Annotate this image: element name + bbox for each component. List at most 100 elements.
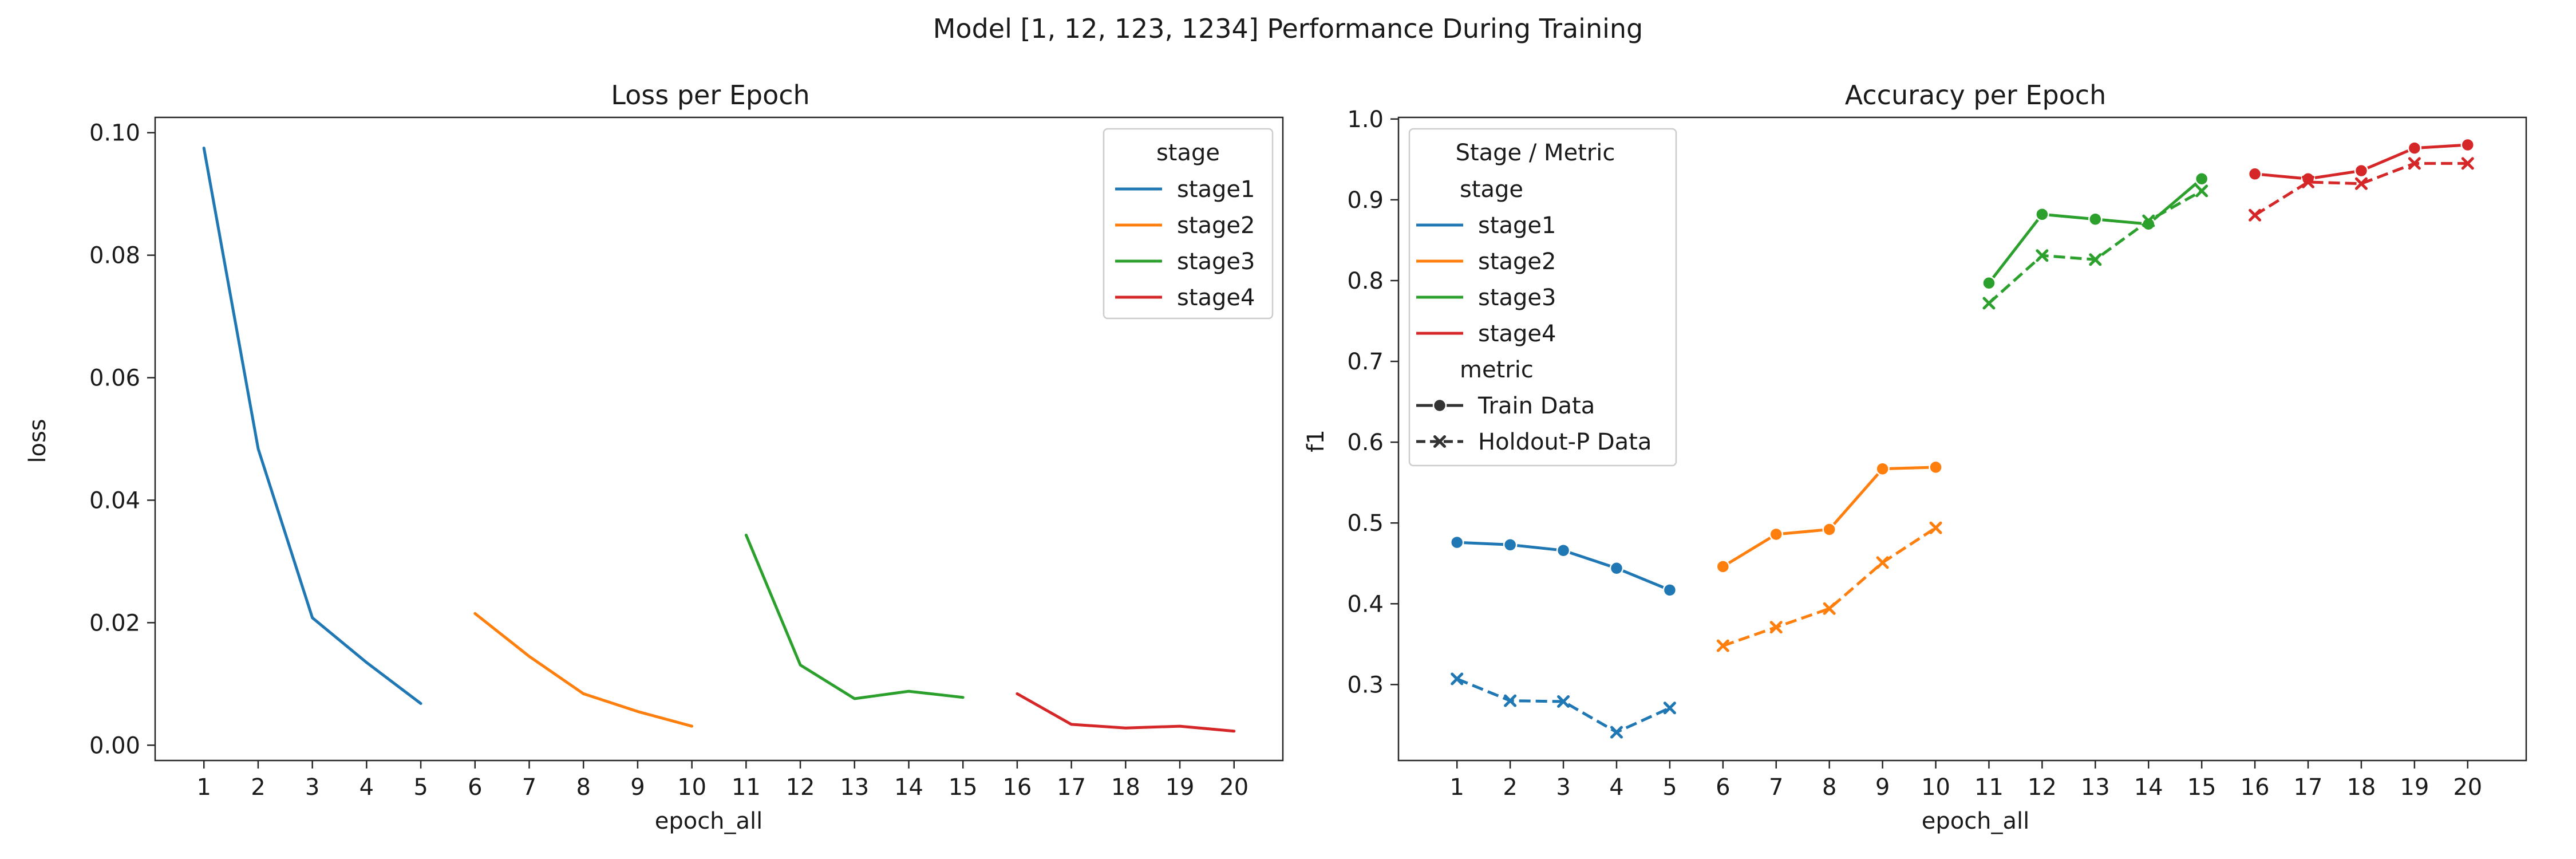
loss-line-stage3 <box>744 533 965 700</box>
f1-legend-label-train: Train Data <box>1477 393 1595 419</box>
loss-legend: stage stage1 stage2 stage3 stage4 <box>1103 128 1274 320</box>
accuracy-panel-title: Accuracy per Epoch <box>1845 80 2107 111</box>
loss-x-tick-label: 3 <box>305 774 319 801</box>
f1-x-tick-label: 7 <box>1769 774 1783 801</box>
f1-y-tick-label: 1.0 <box>1347 107 1384 133</box>
loss-line-stage4 <box>1016 692 1236 733</box>
f1-point-stage2-holdout <box>1823 602 1836 615</box>
loss-legend-label-stage1: stage1 <box>1177 176 1255 203</box>
loss-panel-title: Loss per Epoch <box>611 80 809 111</box>
loss-y-tick-label: 0.06 <box>89 365 140 392</box>
f1-legend-label-stage2: stage2 <box>1478 249 1556 275</box>
f1-point-stage1-holdout <box>1451 672 1464 685</box>
f1-y-tick-label: 0.4 <box>1347 591 1384 617</box>
f1-x-tick-label: 5 <box>1662 774 1677 801</box>
loss-legend-title: stage <box>1156 140 1220 166</box>
f1-point-stage4-train <box>2460 137 2475 152</box>
loss-y-tick-label: 0.04 <box>89 487 140 514</box>
loss-axes-frame <box>154 116 1284 762</box>
f1-point-stage2-train <box>1716 559 1730 574</box>
f1-point-stage4-train <box>2407 141 2422 155</box>
f1-line-stage2-holdout <box>1722 526 1937 648</box>
loss-legend-label-stage4: stage4 <box>1177 285 1255 311</box>
f1-point-stage3-train <box>1982 275 1996 290</box>
f1-point-stage3-train <box>2194 171 2209 186</box>
f1-point-stage4-train <box>2301 171 2316 186</box>
f1-point-stage2-train <box>1822 522 1836 537</box>
f1-point-stage1-holdout <box>1663 702 1676 715</box>
f1-legend-stage-header: stage <box>1460 176 1523 203</box>
f1-point-stage2-train <box>1769 527 1784 542</box>
loss-x-tick-label: 14 <box>894 774 923 801</box>
f1-legend-label-holdout: Holdout-P Data <box>1478 429 1652 455</box>
f1-x-tick-label: 14 <box>2134 774 2163 801</box>
loss-line-stage2 <box>473 612 694 728</box>
f1-x-tick-label: 10 <box>1921 774 1950 801</box>
f1-point-stage4-holdout <box>2302 175 2315 188</box>
f1-y-tick-label: 0.8 <box>1347 268 1384 294</box>
loss-x-tick-label: 5 <box>413 774 428 801</box>
f1-x-tick-label: 6 <box>1716 774 1730 801</box>
f1-legend-marker-holdout <box>1433 435 1446 448</box>
accuracy-plot-area: 1 2 3 4 5 6 7 8 9 10 11 12 13 14 15 16 17 18 19 200.30.40.5… <box>1347 107 2482 801</box>
loss-x-axis-label: epoch_all <box>655 808 763 834</box>
loss-x-tick-label: 16 <box>1002 774 1032 801</box>
f1-legend-metric-header: metric <box>1460 357 1534 383</box>
f1-x-tick-label: 9 <box>1875 774 1890 801</box>
f1-point-stage2-holdout <box>1716 639 1729 652</box>
f1-legend-label-stage4: stage4 <box>1478 321 1556 347</box>
f1-point-stage4-train <box>2354 163 2369 178</box>
loss-x-tick-label: 20 <box>1219 774 1249 801</box>
f1-x-tick-label: 8 <box>1822 774 1836 801</box>
f1-y-tick-label: 0.5 <box>1347 510 1384 537</box>
loss-line-stage1 <box>202 147 422 705</box>
loss-x-tick-label: 10 <box>677 774 706 801</box>
f1-point-stage1-train <box>1449 535 1464 550</box>
f1-point-stage2-holdout <box>1769 621 1783 634</box>
loss-y-tick-label: 0.02 <box>89 610 140 636</box>
f1-x-tick-label: 11 <box>1974 774 2004 801</box>
f1-legend-box <box>1408 128 1677 467</box>
f1-x-tick-label: 2 <box>1503 774 1517 801</box>
f1-x-tick-label: 17 <box>2294 774 2323 801</box>
loss-x-tick-label: 2 <box>251 774 265 801</box>
loss-y-tick-label: 0.00 <box>89 732 140 759</box>
f1-y-tick-label: 0.6 <box>1347 430 1384 456</box>
f1-point-stage3-train <box>2088 212 2103 227</box>
loss-x-tick-label: 18 <box>1111 774 1140 801</box>
f1-point-stage1-train <box>1556 543 1571 558</box>
f1-point-stage4-holdout <box>2354 177 2368 190</box>
f1-point-stage1-train <box>1503 538 1518 552</box>
f1-y-tick-label: 0.9 <box>1347 187 1384 214</box>
loss-legend-label-stage2: stage2 <box>1177 212 1255 239</box>
f1-y-tick-label: 0.7 <box>1347 349 1384 375</box>
f1-x-tick-label: 4 <box>1609 774 1623 801</box>
f1-legend-label-stage3: stage3 <box>1478 285 1556 311</box>
loss-x-tick-label: 1 <box>197 774 211 801</box>
f1-point-stage3-holdout <box>1982 297 1996 310</box>
f1-point-stage2-holdout <box>1876 556 1889 569</box>
loss-x-tick-label: 12 <box>786 774 815 801</box>
loss-panel: Loss per Epoch 1 2 3 4 5 6 7 8 9 10 11 12 13 14 15 16 17… <box>25 80 1284 834</box>
f1-point-stage4-holdout <box>2408 157 2421 170</box>
accuracy-y-axis-label: f1 <box>1303 430 1329 452</box>
loss-x-tick-label: 11 <box>732 774 761 801</box>
f1-point-stage2-holdout <box>1929 521 1942 534</box>
loss-plot-area: 1 2 3 4 5 6 7 8 9 10 11 12 13 14 15 16 17 18 19 200.000.020… <box>89 120 1249 801</box>
f1-point-stage3-holdout <box>2142 214 2155 227</box>
f1-point-stage1-train <box>1662 583 1677 597</box>
f1-x-tick-label: 15 <box>2187 774 2217 801</box>
f1-x-tick-label: 18 <box>2346 774 2376 801</box>
f1-y-tick-label: 0.3 <box>1347 672 1384 698</box>
loss-y-tick-label: 0.10 <box>89 120 140 147</box>
loss-y-axis-label: loss <box>25 419 51 463</box>
f1-point-stage4-train <box>2247 167 2262 182</box>
f1-legend-label-stage1: stage1 <box>1478 212 1556 239</box>
loss-x-tick-label: 9 <box>630 774 645 801</box>
accuracy-panel: Accuracy per Epoch 1 2 3 4 5 6 7 8 9 10 11 12 13 14 15… <box>1303 80 2527 834</box>
f1-point-stage4-holdout <box>2461 157 2474 170</box>
loss-x-tick-label: 15 <box>949 774 978 801</box>
loss-x-tick-label: 8 <box>576 774 590 801</box>
f1-x-tick-label: 1 <box>1449 774 1464 801</box>
